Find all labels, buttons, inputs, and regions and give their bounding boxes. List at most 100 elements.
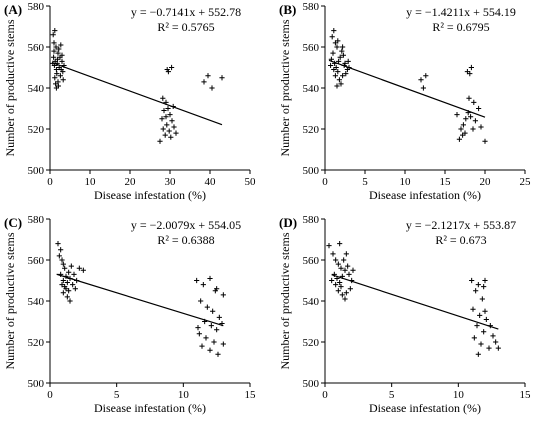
data-point-d [333,282,339,288]
x-tick-label-c: 15 [245,389,257,401]
data-point-d [470,306,476,312]
data-point-b [468,64,474,71]
data-point-c [66,269,72,275]
panel-label-a: (A) [4,2,22,17]
data-point-a [169,118,175,124]
data-point-d [343,290,349,296]
data-point-d [471,335,477,341]
panel-label-c: (C) [4,215,22,230]
data-point-a [53,44,59,50]
data-point-b [423,73,429,79]
data-point-a [57,73,63,79]
data-point-b [458,126,464,132]
y-axis-label-c: Number of productive stems [3,232,17,369]
data-point-d [482,277,488,284]
data-point-d [333,257,339,263]
panel-label-b: (B) [279,2,296,17]
x-tick-label-a: 50 [245,176,257,188]
x-tick-label-b: 10 [400,176,412,188]
data-point-c [207,347,213,353]
data-point-a [52,75,58,81]
data-point-d [345,263,351,269]
data-point-c [56,253,62,259]
points-a [50,28,225,144]
data-point-c [200,282,206,288]
data-point-a [165,105,171,112]
ticks-c: 0 5 10 15 500 520 540 560 580 [28,214,257,401]
trendline-d [331,274,499,330]
y-tick-label-d: 580 [303,214,320,226]
data-point-a [209,85,215,91]
data-point-b [460,132,466,138]
data-point-c [198,298,204,304]
r-squared-b: R² = 0.6795 [432,20,489,34]
y-tick-label-d: 520 [303,337,320,349]
trendline-a [51,61,223,126]
panel-a: (A) y = −0.7141x + 552.78 R² = 0.5765 Di… [3,1,256,202]
data-point-b [340,52,346,58]
data-point-b [463,116,469,122]
y-tick-label-b: 580 [303,1,320,13]
x-tick-label-b: 20 [480,176,492,188]
data-point-c [215,351,221,357]
data-point-d [338,265,344,271]
equation-c: y = −2.0079x + 554.05 [131,218,241,232]
x-tick-label-d: 15 [520,389,532,401]
data-point-a [58,42,64,48]
r-squared-a: R² = 0.5765 [157,20,214,34]
data-point-c [216,314,222,320]
data-point-d [342,296,348,302]
y-tick-label-a: 560 [28,42,45,54]
data-point-c [72,286,78,292]
points-b [328,28,488,144]
data-point-b [329,34,335,40]
x-tick-label-d: 5 [389,389,395,401]
data-point-d [474,323,480,329]
data-point-d [473,288,479,294]
data-point-d [335,261,341,267]
data-point-a [52,28,58,34]
data-point-b [454,112,460,118]
data-point-d [477,312,483,318]
data-point-c [204,304,210,310]
data-point-d [341,257,347,263]
data-point-d [478,341,484,347]
data-point-c [60,277,66,284]
data-point-b [335,38,341,44]
data-point-c [212,288,218,294]
data-point-d [495,345,501,351]
data-point-a [164,66,170,73]
y-tick-label-c: 520 [28,337,45,349]
data-point-d [479,296,485,302]
y-tick-label-c: 560 [28,255,45,267]
y-tick-label-b: 520 [303,124,320,136]
y-tick-label-c: 500 [28,378,45,390]
data-point-a [51,54,57,60]
data-point-d [330,251,336,257]
data-point-a [159,116,165,122]
data-point-c [64,279,70,286]
data-point-d [337,241,343,247]
y-tick-label-d: 540 [303,296,320,308]
data-point-c [71,271,77,277]
data-point-b [478,124,484,130]
data-point-a [160,95,166,101]
y-tick-label-a: 520 [28,124,45,136]
trendline-b [328,59,486,118]
data-point-d [483,316,489,323]
data-point-a [168,134,174,140]
data-point-a [53,85,59,91]
data-point-d [481,284,487,290]
data-point-a [54,71,60,77]
data-point-c [59,257,65,263]
data-point-a [166,128,172,134]
y-tick-label-d: 560 [303,255,320,267]
data-point-b [482,138,488,144]
data-point-b [343,71,349,77]
data-point-b [456,136,462,142]
data-point-b [336,58,342,64]
data-point-d [335,288,341,294]
data-point-a [51,48,57,54]
data-point-a [157,138,163,144]
